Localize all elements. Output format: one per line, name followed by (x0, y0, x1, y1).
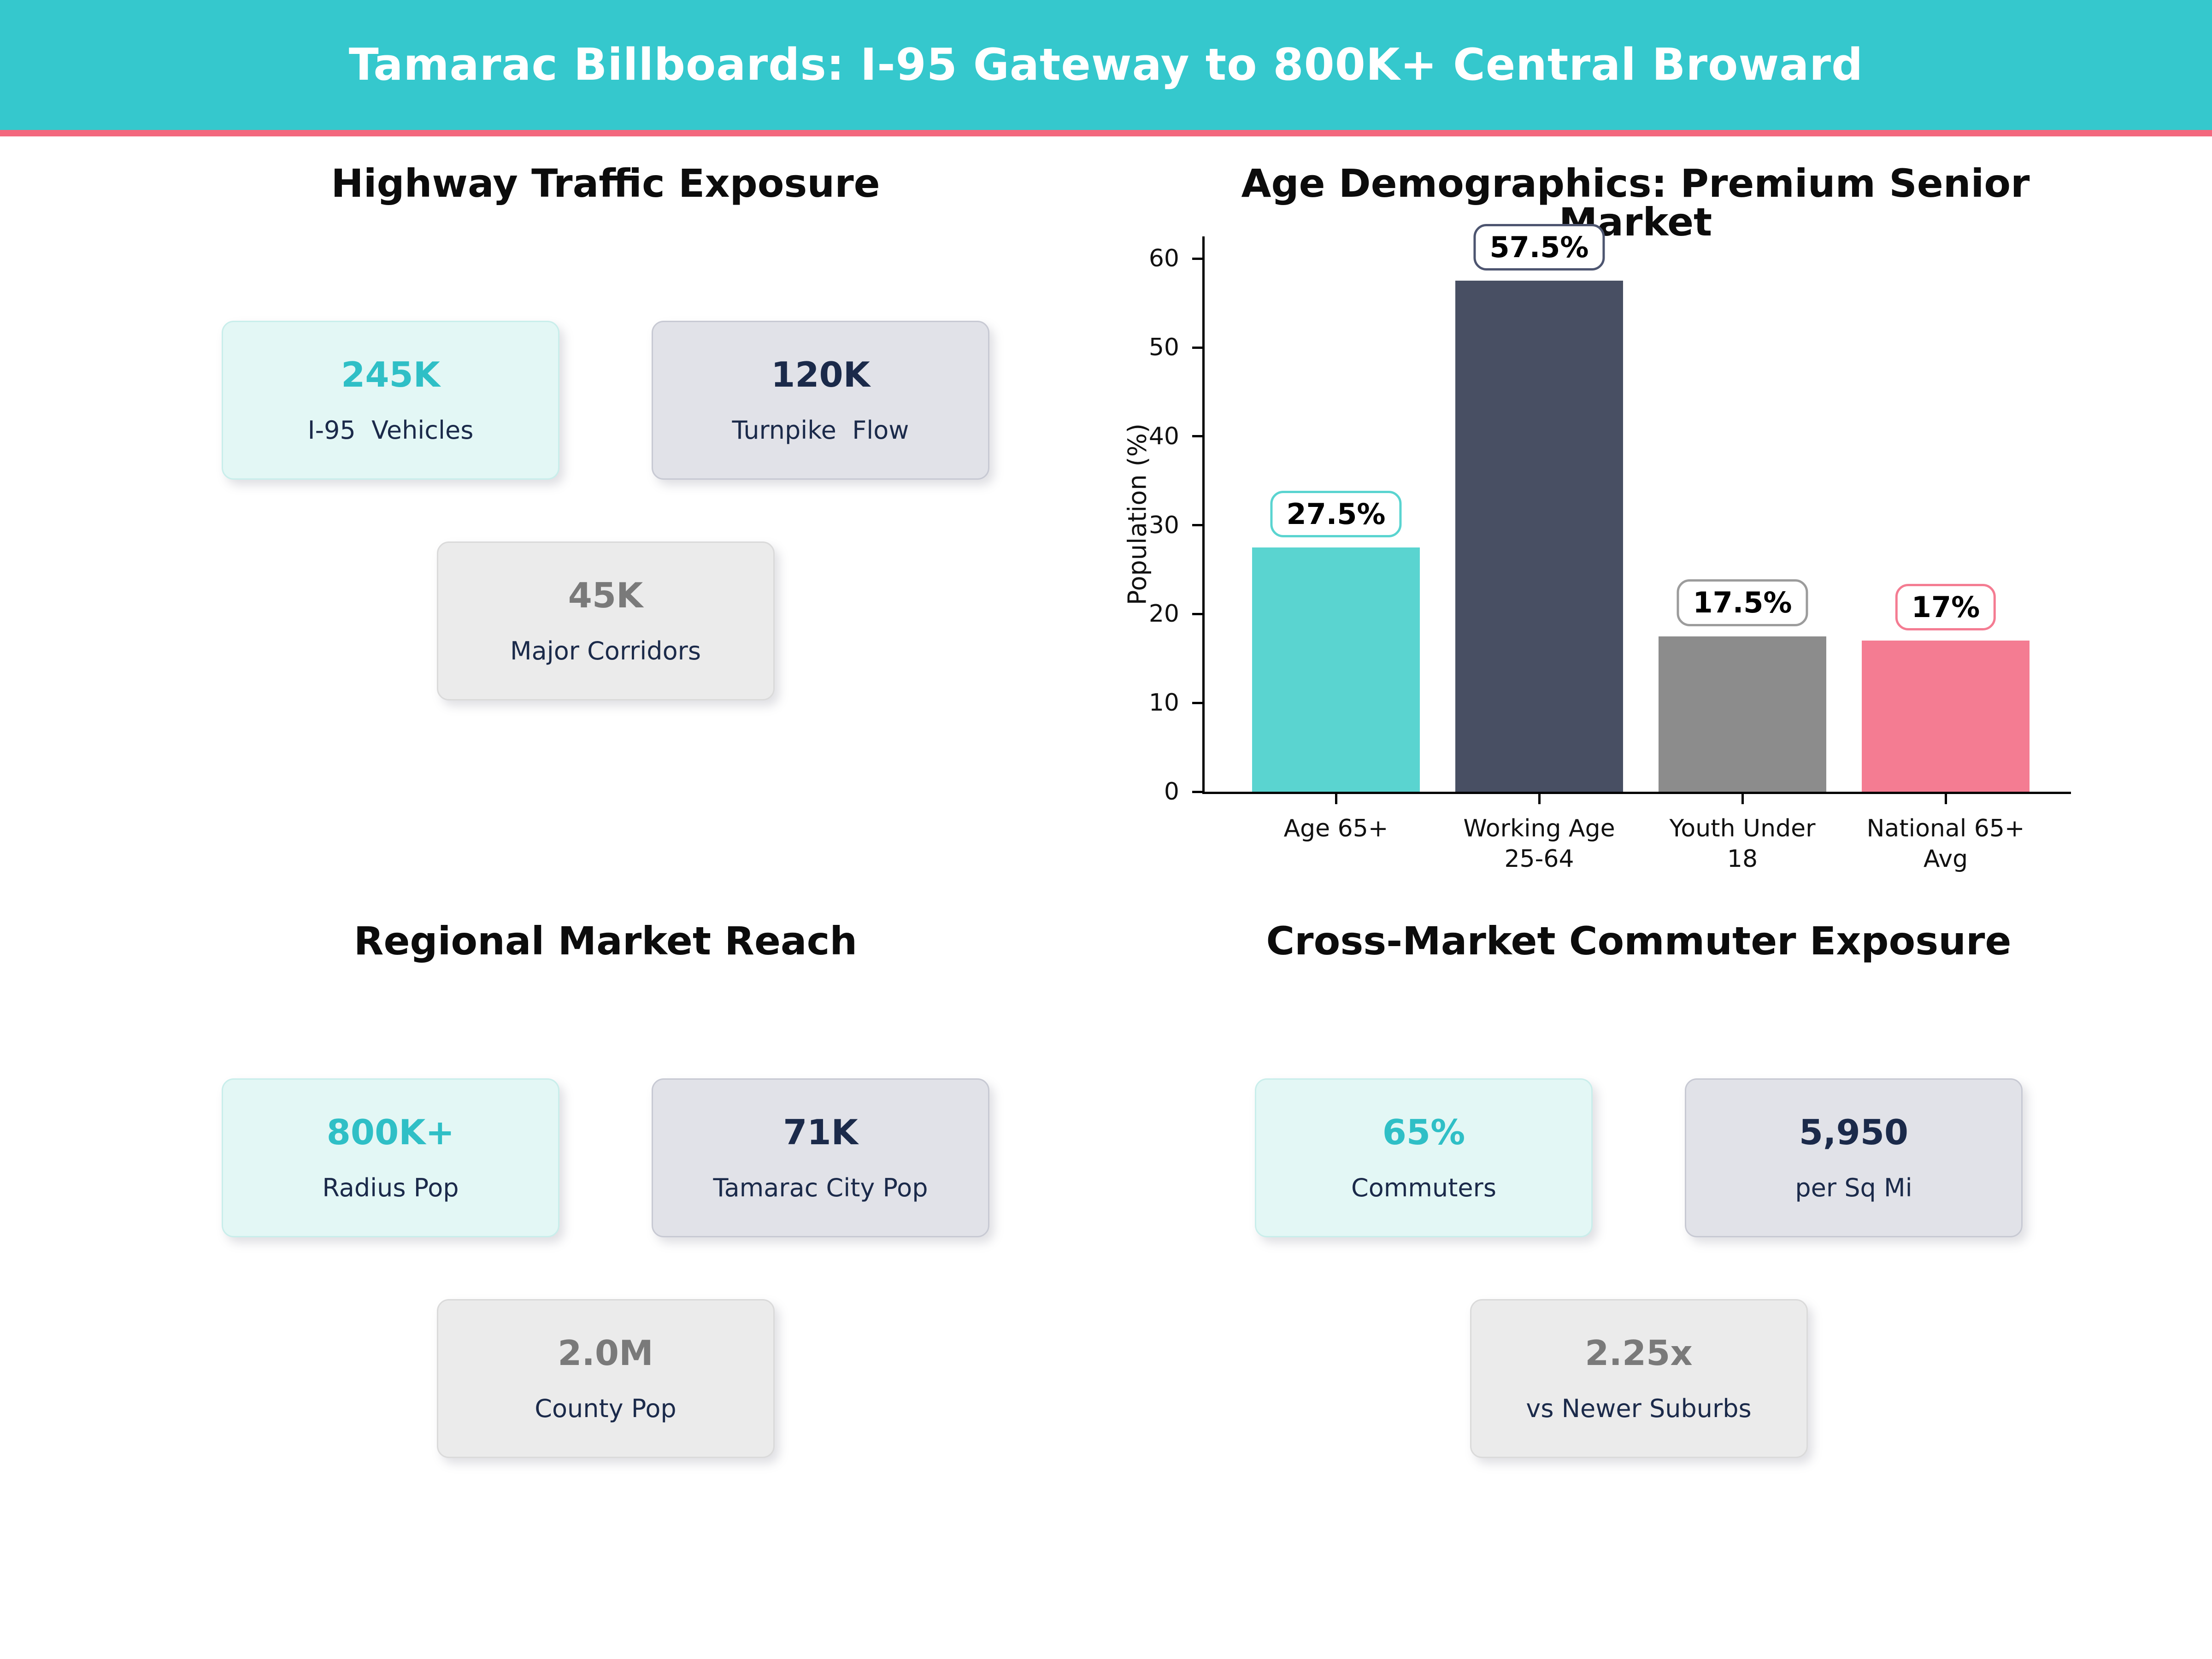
stat-label: vs Newer Suburbs (1526, 1394, 1752, 1423)
x-tick-label-youth-under: Youth Under 18 (1669, 815, 1816, 873)
header-banner: Tamarac Billboards: I-95 Gateway to 800K… (0, 0, 2212, 130)
y-tick-label: 40 (1148, 422, 1179, 450)
y-tick-label: 30 (1148, 511, 1179, 539)
stat-value: 65% (1382, 1112, 1465, 1153)
stat-label: I-95 Vehicles (307, 416, 474, 445)
y-tick-label: 0 (1164, 778, 1179, 806)
stat-value: 71K (783, 1112, 858, 1153)
stat-value: 2.25x (1585, 1333, 1693, 1373)
y-tick-mark (1192, 257, 1202, 260)
bar-youth-under (1659, 636, 1826, 792)
stat-card-county-pop: 2.0M County Pop (436, 1299, 775, 1458)
bar-chart-plot-area: 0 10 20 30 40 50 60 27.5% Age 65+ 57.5% Working Ag… (1149, 224, 2071, 873)
page-title: Tamarac Billboards: I-95 Gateway to 800K… (348, 40, 1864, 90)
stat-card-vs-newer-suburbs: 2.25x vs Newer Suburbs (1470, 1299, 1808, 1458)
stat-label: Tamarac City Pop (713, 1173, 928, 1202)
cards-row: 800K+ Radius Pop 71K Tamarac City Pop (222, 1078, 989, 1237)
bar-value-label-working-age: 57.5% (1473, 224, 1605, 271)
stat-value: 2.0M (558, 1333, 653, 1373)
stat-card-density-per-sq-mi: 5,950 per Sq Mi (1685, 1078, 2023, 1237)
stat-value: 800K+ (326, 1112, 455, 1153)
y-tick-mark (1192, 701, 1202, 704)
stat-label: per Sq Mi (1795, 1173, 1912, 1202)
stat-label: Turnpike Flow (732, 416, 909, 445)
stat-card-turnpike-flow: 120K Turnpike Flow (652, 321, 989, 480)
x-tick-mark (1538, 794, 1541, 804)
cards-row: 245K I-95 Vehicles 120K Turnpike Flow (222, 321, 989, 480)
x-tick-label-working-age: Working Age 25-64 (1463, 815, 1615, 873)
stat-value: 245K (341, 354, 440, 395)
stat-label: Radius Pop (322, 1173, 459, 1202)
bar-age-65 (1252, 547, 1420, 792)
stat-value: 120K (771, 354, 870, 395)
y-tick-label: 10 (1148, 689, 1179, 717)
y-tick-label: 20 (1148, 600, 1179, 628)
stat-card-radius-pop: 800K+ Radius Pop (222, 1078, 559, 1237)
bar-working-age (1455, 281, 1623, 792)
bar-national-65 (1862, 641, 2030, 792)
y-tick-mark (1192, 790, 1202, 793)
y-tick-label: 50 (1148, 334, 1179, 361)
bar-value-label-national-65: 17% (1895, 583, 1996, 631)
section-regional-reach: Regional Market Reach 800K+ Radius Pop 7… (222, 922, 989, 1458)
x-tick-mark (1741, 794, 1744, 804)
cards-row: 65% Commuters 5,950 per Sq Mi (1255, 1078, 2023, 1237)
y-tick-mark (1192, 524, 1202, 527)
stat-card-major-corridors: 45K Major Corridors (436, 541, 775, 700)
cards-row: 2.25x vs Newer Suburbs (1255, 1299, 2023, 1458)
y-tick-mark (1192, 346, 1202, 349)
stat-value: 45K (568, 575, 643, 616)
section-commuter-exposure: Cross-Market Commuter Exposure 65% Commu… (1255, 922, 2023, 1458)
y-tick-mark (1192, 435, 1202, 438)
stat-label: Commuters (1351, 1173, 1496, 1202)
section-title: Highway Traffic Exposure (331, 161, 880, 206)
stat-card-commuters: 65% Commuters (1255, 1078, 1593, 1237)
chart-title: Age Demographics: Premium Senior Market (1241, 161, 2030, 245)
x-tick-label-age-65: Age 65+ (1283, 815, 1388, 842)
section-title: Cross-Market Commuter Exposure (1266, 918, 2012, 964)
cards-row: 2.0M County Pop (222, 1299, 989, 1458)
stat-label: County Pop (535, 1394, 677, 1423)
y-tick-mark (1192, 612, 1202, 615)
x-tick-mark (1944, 794, 1947, 804)
stat-label: Major Corridors (510, 636, 701, 665)
stat-card-i95-vehicles: 245K I-95 Vehicles (222, 321, 559, 480)
header-accent-strip (0, 130, 2212, 136)
bar-value-label-youth-under: 17.5% (1677, 579, 1808, 626)
x-tick-mark (1335, 794, 1337, 804)
section-highway-traffic: Highway Traffic Exposure 245K I-95 Vehic… (222, 164, 989, 700)
y-tick-label: 60 (1148, 245, 1179, 273)
cards-row: 45K Major Corridors (222, 541, 989, 700)
section-title: Regional Market Reach (353, 918, 858, 964)
stat-value: 5,950 (1799, 1112, 1909, 1153)
x-tick-label-national-65: National 65+ Avg (1866, 815, 2025, 873)
stat-card-tamarac-city-pop: 71K Tamarac City Pop (652, 1078, 989, 1237)
bar-value-label-age-65: 27.5% (1270, 490, 1402, 537)
